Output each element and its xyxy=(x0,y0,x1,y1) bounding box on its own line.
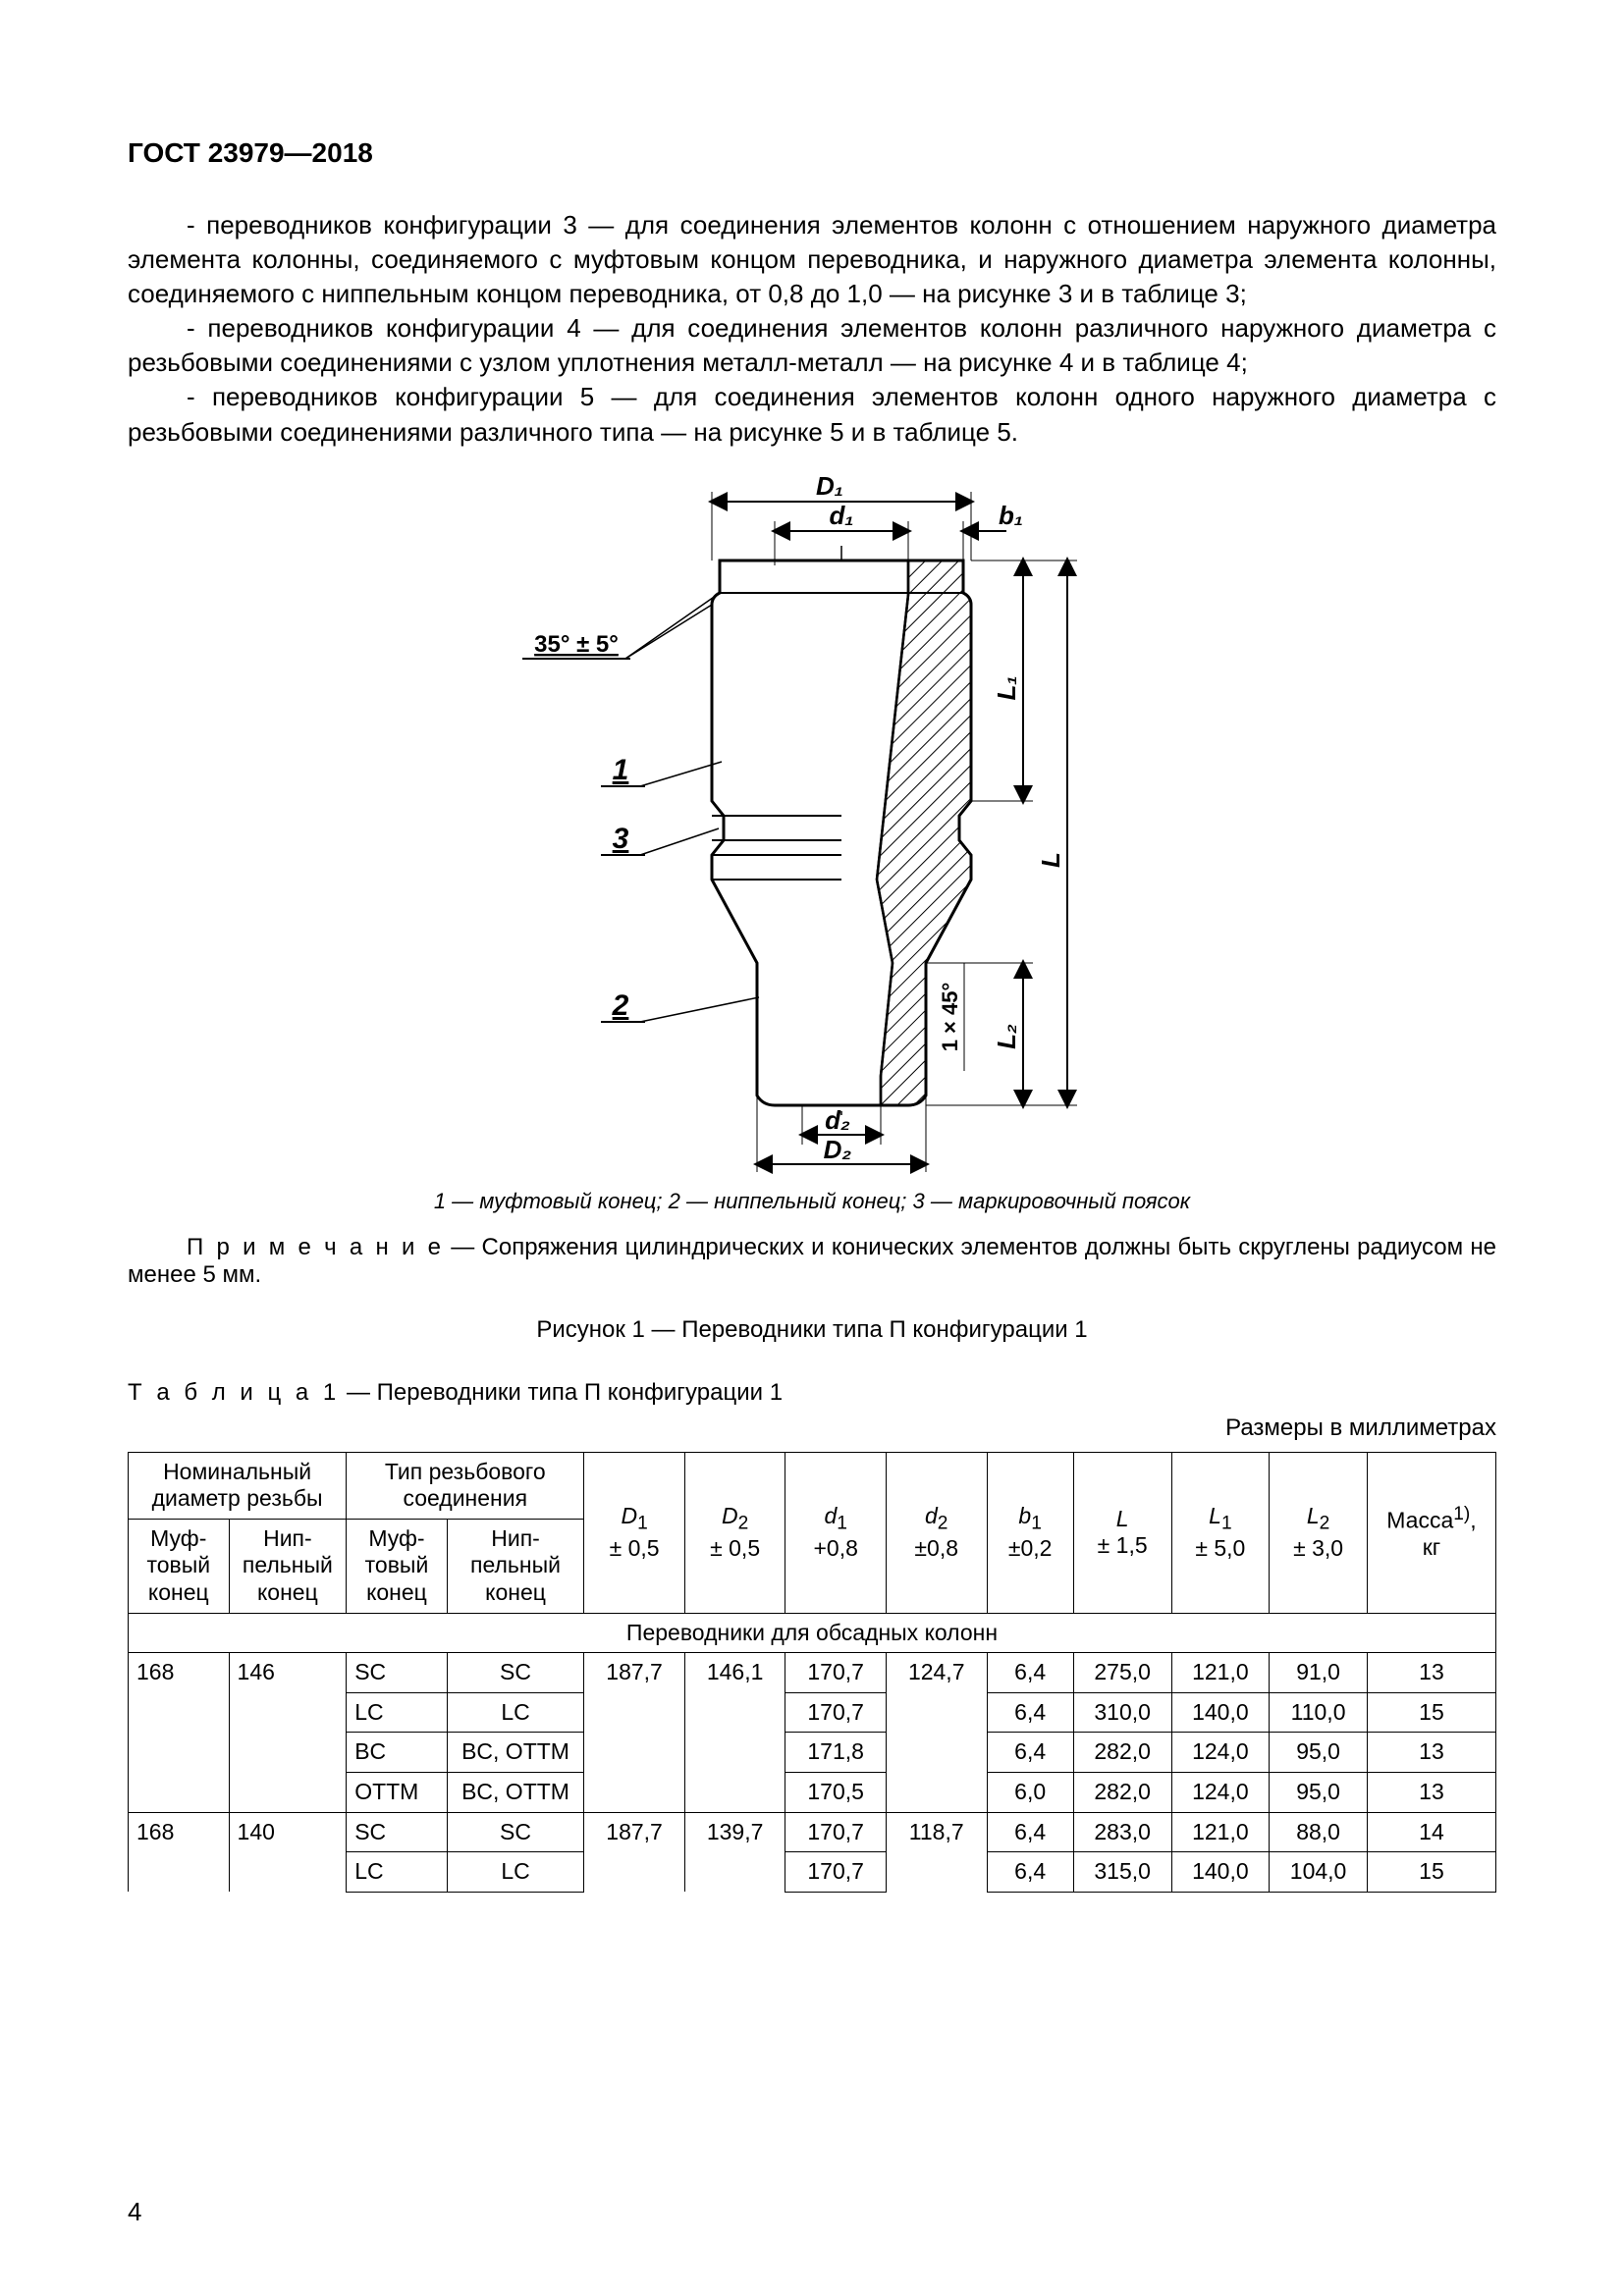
th-thread-type: Тип резьбового соединения xyxy=(347,1452,584,1519)
figure-1: D₁ d₁ b₁ L L₁ L₂ 1 × 45° xyxy=(128,467,1496,1179)
svg-text:L: L xyxy=(1036,852,1065,868)
svg-text:L₁: L₁ xyxy=(992,675,1021,700)
body-text: - переводников конфигурации 3 — для соед… xyxy=(128,208,1496,450)
th-d1: d1+0,8 xyxy=(785,1452,887,1613)
svg-text:35° ± 5°: 35° ± 5° xyxy=(534,631,619,658)
svg-text:1: 1 xyxy=(613,754,629,786)
th-D2: D2± 0,5 xyxy=(684,1452,785,1613)
figure-legend: 1 — муфтовый конец; 2 — ниппельный конец… xyxy=(128,1189,1496,1214)
figure-svg: D₁ d₁ b₁ L L₁ L₂ 1 × 45° xyxy=(468,467,1156,1174)
th-muft-1: Муф-товыйконец xyxy=(129,1519,230,1613)
th-mass: Масса1),кг xyxy=(1367,1452,1495,1613)
svg-text:d₂: d₂ xyxy=(825,1105,850,1135)
th-nip-1: Нип-пельныйконец xyxy=(229,1519,347,1613)
table-caption: Т а б л и ц а 1 — Переводники типа П кон… xyxy=(128,1379,1496,1407)
th-nom-diam: Номинальный диаметр резьбы xyxy=(129,1452,347,1519)
table-row: 168 146 SC SC 187,7 146,1 170,7 124,7 6,… xyxy=(129,1653,1496,1693)
table-1: Номинальный диаметр резьбы Тип резьбовог… xyxy=(128,1452,1496,1893)
th-muft-2: Муф-товыйконец xyxy=(347,1519,448,1613)
table-units: Размеры в миллиметрах xyxy=(128,1415,1496,1442)
paragraph-3: - переводников конфигурации 5 — для соед… xyxy=(128,380,1496,449)
th-D1: D1± 0,5 xyxy=(584,1452,685,1613)
svg-text:D₁: D₁ xyxy=(816,471,843,501)
page: ГОСТ 23979—2018 - переводников конфигура… xyxy=(0,0,1624,2296)
paragraph-1: - переводников конфигурации 3 — для соед… xyxy=(128,208,1496,311)
svg-text:3: 3 xyxy=(613,823,629,855)
table-body: Переводники для обсадных колонн 168 146 … xyxy=(129,1613,1496,1892)
table-head: Номинальный диаметр резьбы Тип резьбовог… xyxy=(129,1452,1496,1613)
table-row: 168 140 SC SC 187,7 139,7 170,7 118,7 6,… xyxy=(129,1812,1496,1852)
th-b1: b1±0,2 xyxy=(987,1452,1073,1613)
paragraph-2: - переводников конфигурации 4 — для соед… xyxy=(128,311,1496,380)
th-nip-2: Нип-пельныйконец xyxy=(447,1519,584,1613)
svg-text:D₂: D₂ xyxy=(824,1135,852,1164)
svg-text:d₁: d₁ xyxy=(829,501,853,530)
svg-text:2: 2 xyxy=(612,989,629,1022)
th-L: L± 1,5 xyxy=(1073,1452,1171,1613)
table-section-row: Переводники для обсадных колонн xyxy=(129,1613,1496,1653)
page-number: 4 xyxy=(128,2197,141,2227)
figure-caption: Рисунок 1 — Переводники типа П конфигура… xyxy=(128,1316,1496,1344)
th-L1: L1± 5,0 xyxy=(1171,1452,1270,1613)
th-L2: L2± 3,0 xyxy=(1270,1452,1368,1613)
svg-text:b₁: b₁ xyxy=(999,501,1023,530)
doc-header: ГОСТ 23979—2018 xyxy=(128,137,1496,169)
table-section: Переводники для обсадных колонн xyxy=(129,1613,1496,1653)
svg-text:1 × 45°: 1 × 45° xyxy=(938,982,962,1051)
svg-text:L₂: L₂ xyxy=(992,1024,1021,1049)
th-d2: d2±0,8 xyxy=(886,1452,987,1613)
figure-note: П р и м е ч а н и е — Сопряжения цилиндр… xyxy=(128,1234,1496,1289)
